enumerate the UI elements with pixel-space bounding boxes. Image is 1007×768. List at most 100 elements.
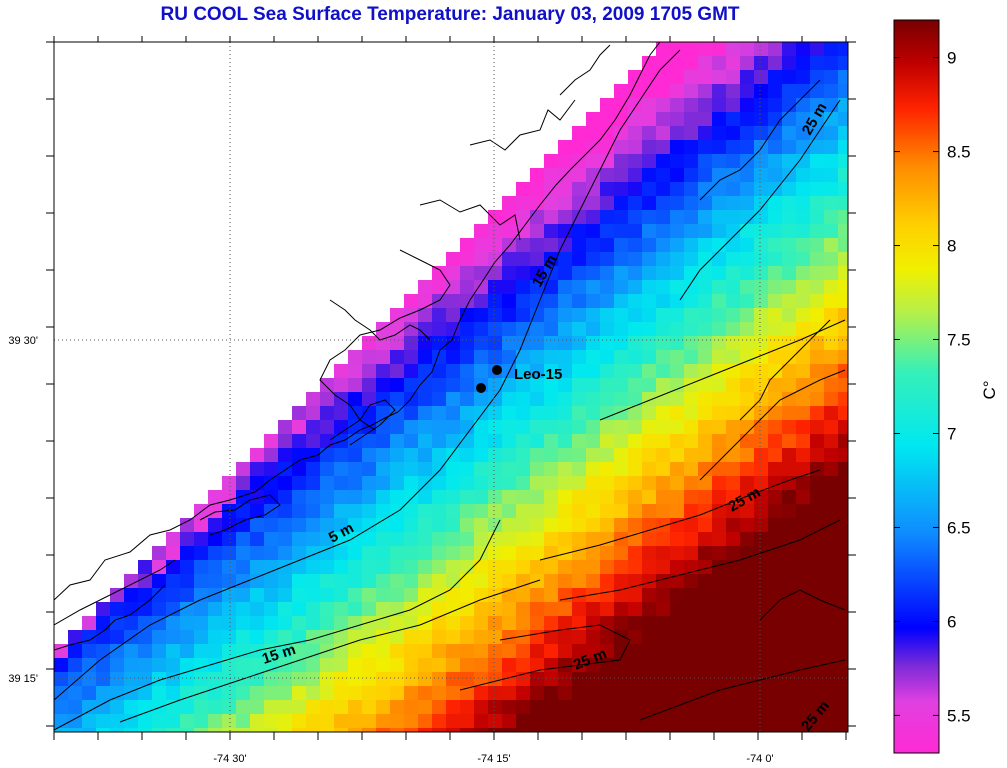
sst-cell [726,714,741,729]
sst-cell [474,434,489,449]
sst-cell [824,252,839,267]
sst-cell [264,434,279,449]
sst-cell [712,602,727,617]
sst-cell [782,546,797,561]
sst-cell [404,588,419,603]
sst-cell [376,378,391,393]
sst-cell [740,364,755,379]
sst-cell [670,616,685,631]
sst-cell [306,490,321,505]
sst-cell [544,434,559,449]
sst-cell [586,490,601,505]
sst-cell [124,728,139,732]
sst-cell [138,560,153,575]
sst-cell [516,700,531,715]
sst-cell [404,658,419,673]
sst-cell [390,322,405,337]
sst-cell [642,308,657,323]
sst-cell [236,588,251,603]
sst-cell [824,504,839,519]
sst-cell [320,602,335,617]
sst-cell [670,154,685,169]
sst-cell [782,280,797,295]
sst-cell [824,630,839,645]
sst-cell [740,42,755,57]
sst-cell [824,224,839,239]
sst-cell [222,630,237,645]
sst-cell [726,70,741,85]
sst-cell [768,140,783,155]
sst-cell [138,588,153,603]
sst-cell [544,658,559,673]
sst-cell [362,336,377,351]
sst-cell [446,532,461,547]
sst-cell [530,266,545,281]
sst-cell [754,308,769,323]
sst-cell [558,532,573,547]
sst-cell [684,308,699,323]
sst-cell [166,560,181,575]
sst-cell [698,490,713,505]
sst-cell [530,560,545,575]
sst-cell [586,238,601,253]
sst-cell [684,294,699,309]
sst-cell [642,588,657,603]
sst-cell [124,700,139,715]
sst-cell [474,644,489,659]
sst-cell [796,252,811,267]
sst-cell [530,532,545,547]
sst-cell [166,658,181,673]
sst-cell [502,252,517,267]
sst-cell [698,280,713,295]
sst-cell [446,476,461,491]
sst-cell [670,434,685,449]
sst-cell [614,728,629,732]
sst-cell [418,532,433,547]
sst-cell [348,546,363,561]
sst-cell [754,714,769,729]
sst-cell [656,434,671,449]
sst-cell [628,70,643,85]
sst-cell [810,588,825,603]
sst-cell [754,602,769,617]
sst-cell [768,518,783,533]
sst-cell [362,644,377,659]
sst-cell [712,252,727,267]
sst-cell [250,490,265,505]
sst-cell [628,518,643,533]
sst-cell [824,364,839,379]
sst-cell [810,238,825,253]
sst-cell [418,686,433,701]
sst-cell [726,182,741,197]
sst-cell [530,308,545,323]
sst-cell [642,434,657,449]
sst-cell [698,196,713,211]
sst-cell [362,364,377,379]
sst-cell [670,294,685,309]
coastline [54,42,661,651]
sst-cell [824,154,839,169]
sst-cell [306,616,321,631]
sst-cell [516,574,531,589]
sst-cell [740,574,755,589]
sst-cell [292,420,307,435]
sst-cell [642,420,657,435]
sst-cell [600,294,615,309]
sst-cell [320,658,335,673]
bathymetry-contours [54,49,846,731]
sst-cell [278,448,293,463]
sst-cell [474,700,489,715]
sst-cell [82,672,97,687]
sst-cell [670,658,685,673]
sst-cell [502,392,517,407]
sst-cell [306,532,321,547]
sst-cell [320,476,335,491]
sst-cell [194,546,209,561]
sst-cell [656,266,671,281]
sst-cell [600,112,615,127]
sst-cell [712,406,727,421]
colorbar-unit-label: C° [980,380,999,399]
sst-cell [278,588,293,603]
sst-cell [572,504,587,519]
sst-cell [362,574,377,589]
